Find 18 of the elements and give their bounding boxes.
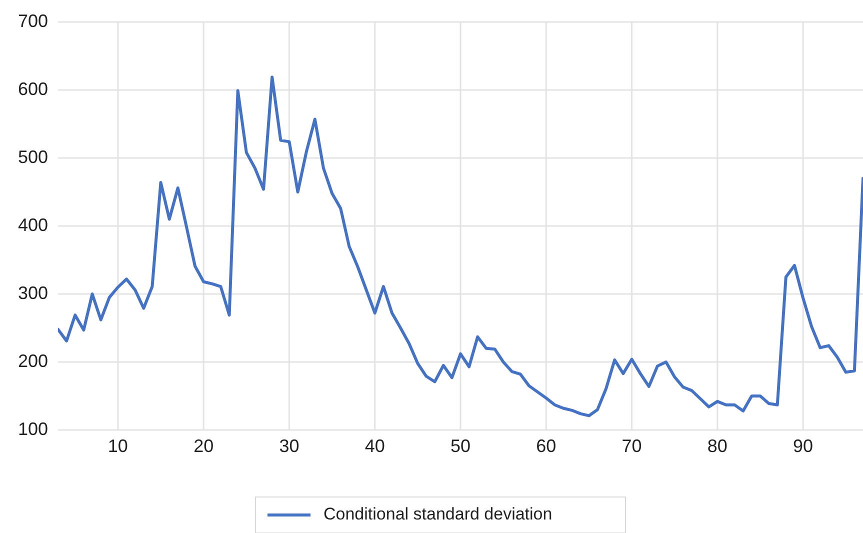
x-tick-label: 10 (108, 436, 128, 456)
x-tick-label: 90 (793, 436, 814, 456)
x-tick-label: 60 (536, 436, 556, 456)
x-tick-label: 40 (364, 436, 385, 456)
y-tick-label: 100 (18, 418, 48, 439)
y-tick-label: 700 (18, 10, 48, 31)
y-tick-label: 600 (18, 78, 48, 99)
x-tick-label: 30 (279, 436, 300, 456)
y-tick-label: 400 (18, 214, 48, 235)
y-tick-label: 500 (18, 146, 48, 167)
x-tick-label: 50 (450, 436, 471, 456)
y-tick-label: 300 (18, 282, 48, 303)
x-tick-label: 20 (194, 436, 214, 456)
x-tick-label: 80 (707, 436, 728, 456)
x-tick-label: 70 (622, 436, 642, 456)
legend-label: Conditional standard deviation (324, 504, 552, 524)
y-tick-label: 200 (18, 350, 48, 371)
line-series (58, 76, 863, 418)
